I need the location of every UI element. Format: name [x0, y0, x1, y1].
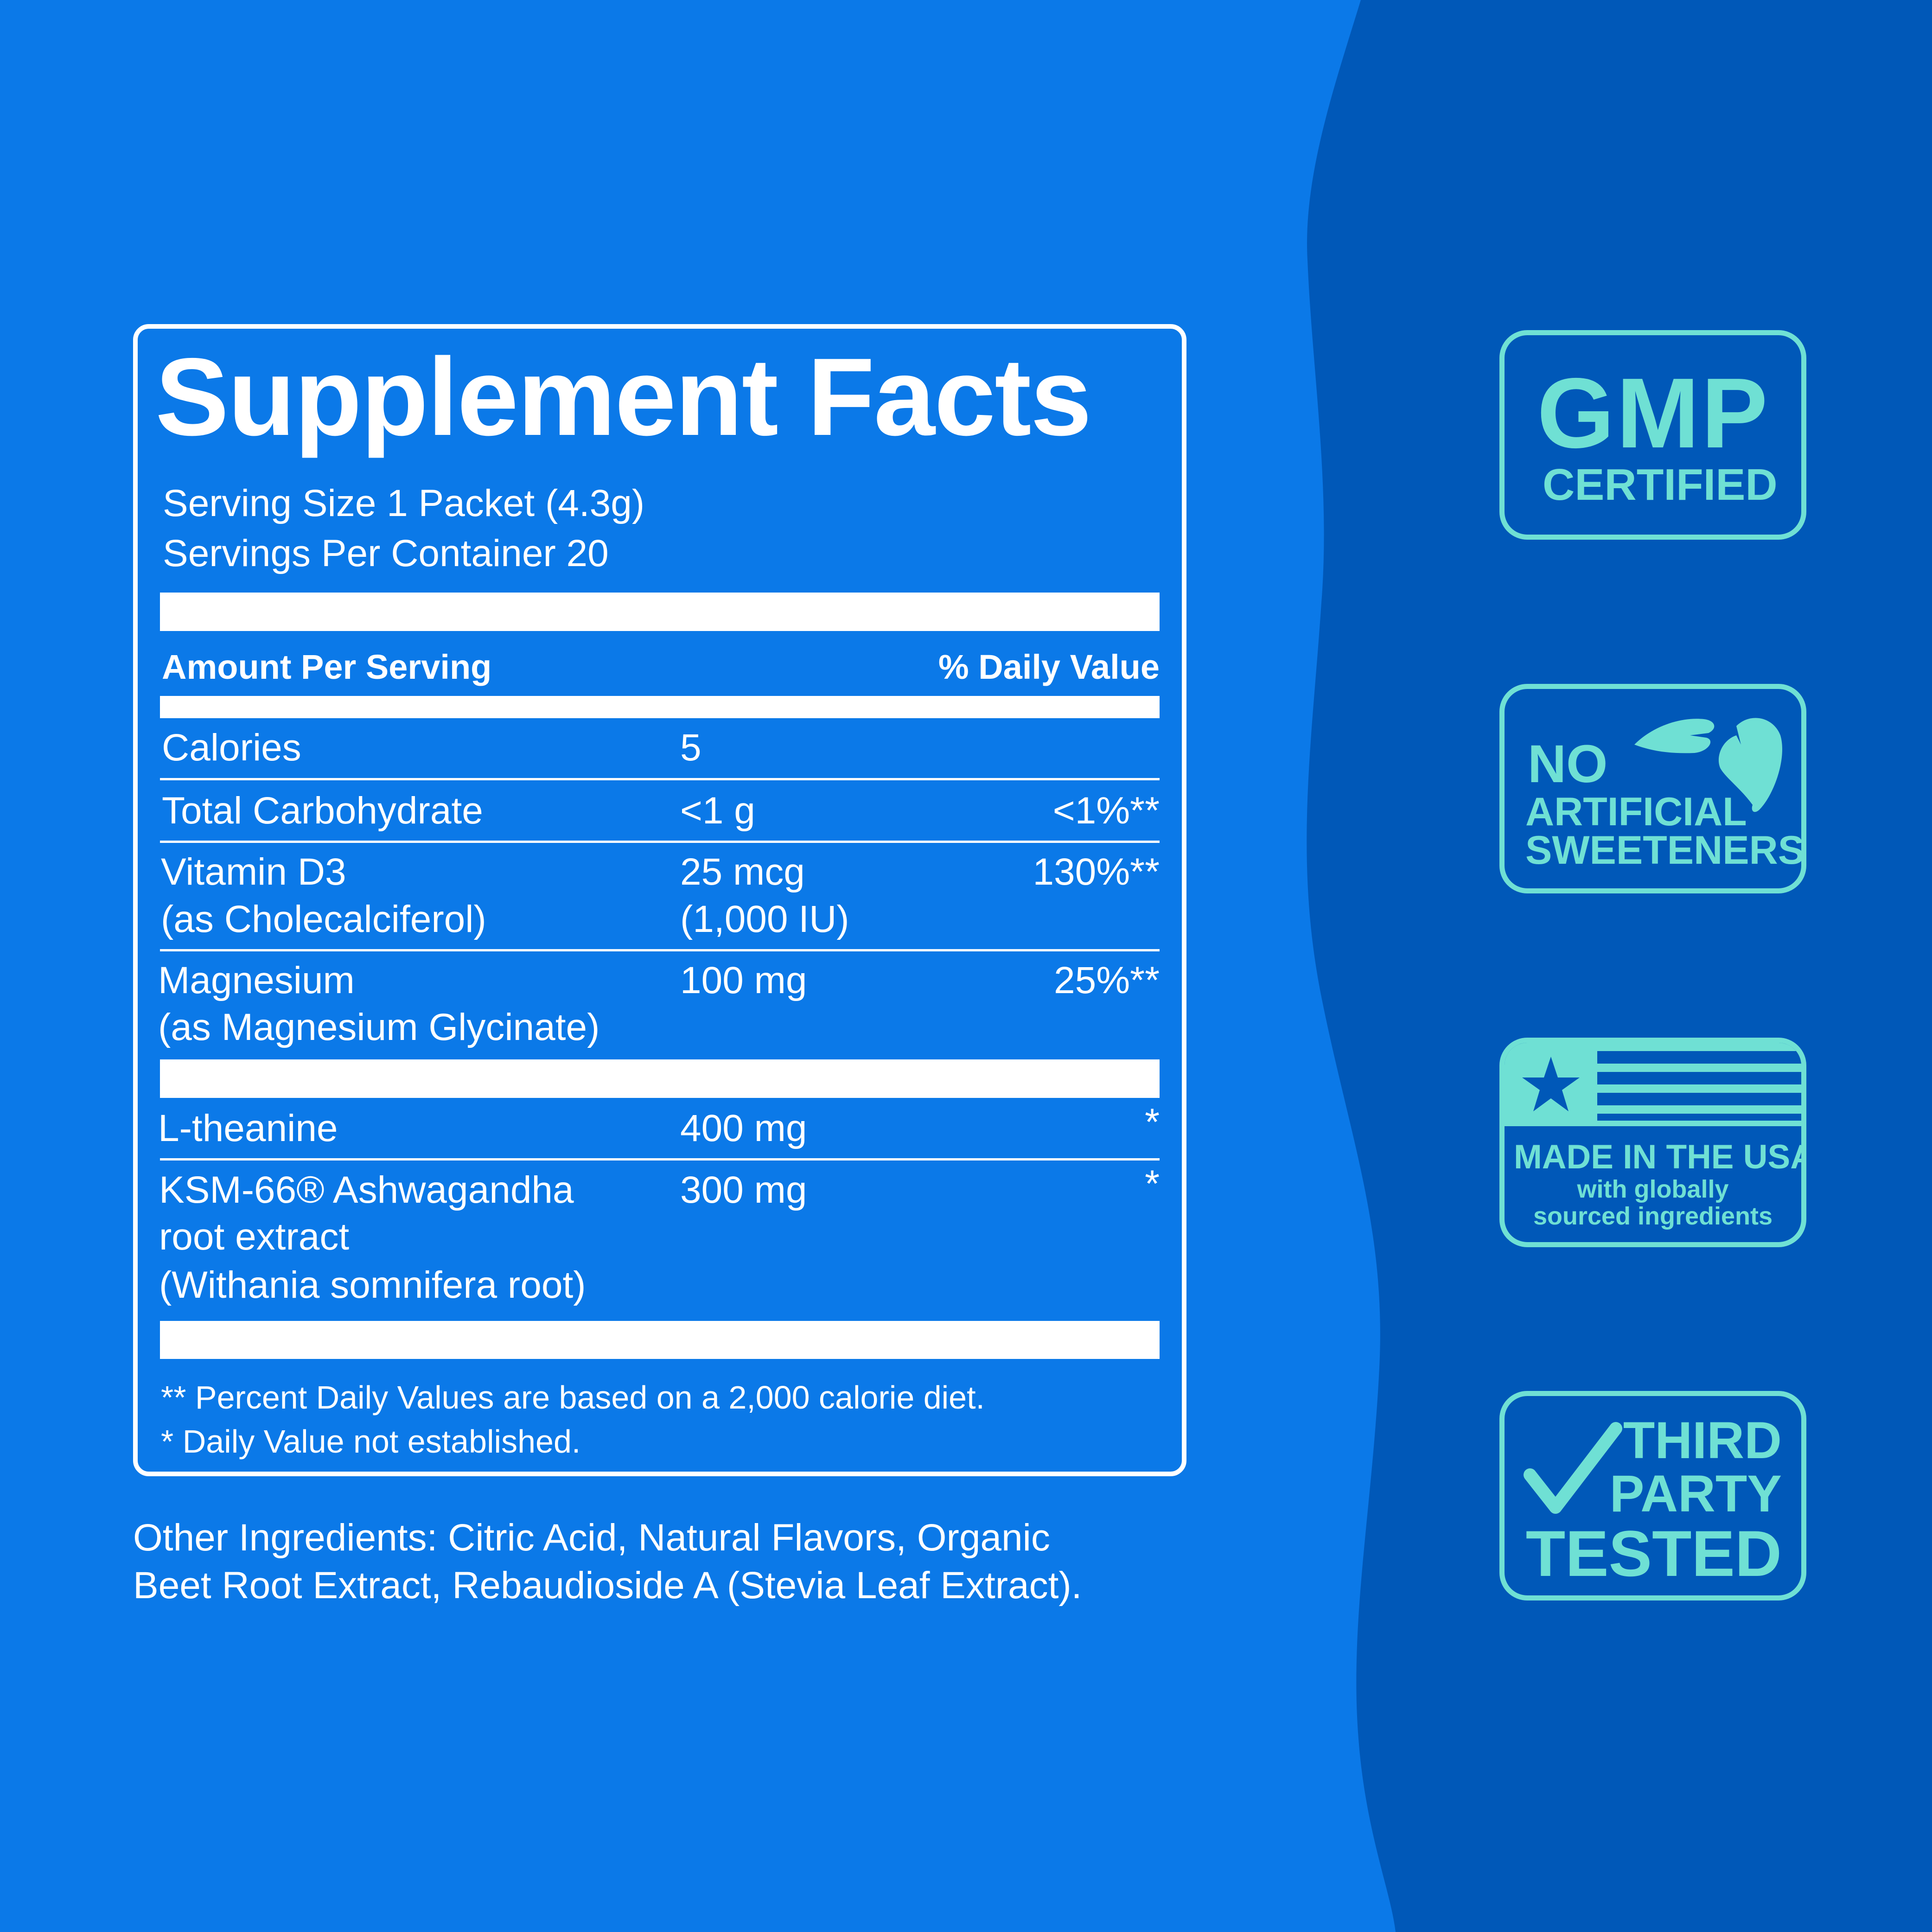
row-amount-sub: (1,000 IU) [680, 898, 849, 940]
third-party-tested-badge: THIRD PARTY TESTED [1499, 1391, 1806, 1600]
divider-bar [160, 1059, 1160, 1098]
badge-text: ARTIFICIAL [1525, 790, 1747, 834]
row-rule [160, 778, 1160, 780]
badge-text: THIRD [1623, 1411, 1782, 1469]
row-dv: * [1145, 1163, 1160, 1205]
made-in-usa-badge: MADE IN THE USA with globally sourced in… [1499, 1038, 1806, 1247]
badge-text: MADE IN THE USA [1514, 1138, 1806, 1176]
row-name: KSM-66® Ashwagandha [159, 1169, 574, 1211]
row-amount: 300 mg [680, 1169, 807, 1211]
row-dv: <1%** [1052, 790, 1160, 832]
footnote: ** Percent Daily Values are based on a 2… [161, 1379, 985, 1416]
row-name: L-theanine [158, 1107, 338, 1149]
row-amount: 400 mg [680, 1107, 807, 1149]
row-name-sub: (as Cholecalciferol) [161, 898, 486, 940]
badge-text: PARTY [1609, 1465, 1782, 1523]
row-rule [160, 1158, 1160, 1160]
row-dv: 25%** [1054, 959, 1160, 1001]
header-daily-value: % Daily Value [938, 648, 1160, 686]
serving-size: Serving Size 1 Packet (4.3g) [163, 482, 645, 524]
checkmark-icon [1524, 1422, 1622, 1514]
row-amount: 100 mg [680, 959, 807, 1001]
divider-bar [160, 1321, 1160, 1359]
row-name: Vitamin D3 [161, 851, 346, 893]
badge-subtitle: CERTIFIED [1543, 460, 1778, 510]
row-name: Total Carbohydrate [162, 790, 483, 832]
other-ingredients: Beet Root Extract, Rebaudioside A (Stevi… [133, 1564, 1082, 1607]
row-name: Calories [162, 727, 301, 769]
badge-text: sourced ingredients [1533, 1202, 1773, 1230]
row-name-sub: (as Magnesium Glycinate) [158, 1006, 600, 1048]
badge-title: GMP [1537, 357, 1770, 469]
divider-bar [160, 593, 1160, 631]
row-amount: <1 g [680, 790, 755, 832]
row-amount: 5 [680, 727, 701, 769]
footnote: * Daily Value not established. [161, 1423, 581, 1460]
servings-per-container: Servings Per Container 20 [163, 532, 609, 574]
facts-title: Supplement Facts [155, 336, 1092, 459]
row-name: Magnesium [158, 959, 355, 1001]
badge-text: with globally [1577, 1175, 1729, 1203]
flag-icon [1505, 1043, 1801, 1126]
leaf-icon [1634, 718, 1782, 812]
row-name-sub: root extract [159, 1216, 350, 1258]
badge-text: SWEETENERS [1525, 828, 1805, 873]
badge-text: TESTED [1525, 1517, 1782, 1590]
row-dv: * [1145, 1101, 1160, 1143]
divider-bar [160, 696, 1160, 718]
no-artificial-sweeteners-badge: NO ARTIFICIAL SWEETENERS [1499, 684, 1806, 893]
other-ingredients: Other Ingredients: Citric Acid, Natural … [133, 1517, 1050, 1559]
header-amount: Amount Per Serving [162, 648, 492, 686]
gmp-certified-badge: GMP CERTIFIED [1499, 330, 1806, 540]
row-rule [160, 841, 1160, 843]
row-amount: 25 mcg [680, 851, 805, 893]
badge-text: NO [1528, 734, 1608, 794]
row-name-sub: (Withania somnifera root) [159, 1264, 586, 1306]
supplement-facts-panel [133, 324, 1186, 1476]
row-dv: 130%** [1033, 851, 1160, 893]
row-rule [160, 949, 1160, 951]
